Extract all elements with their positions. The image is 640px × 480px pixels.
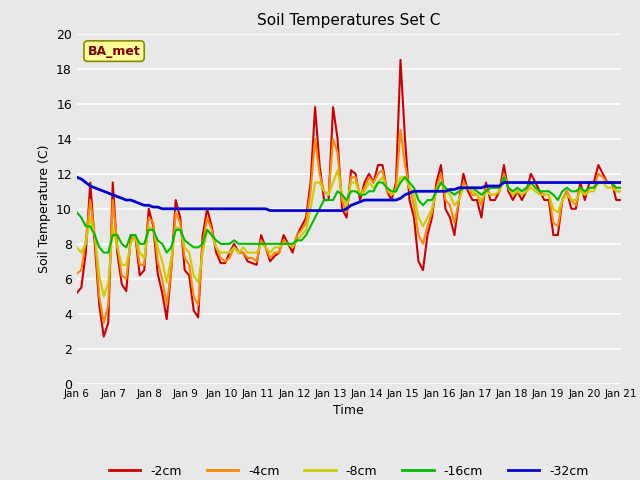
Text: BA_met: BA_met: [88, 45, 140, 58]
X-axis label: Time: Time: [333, 405, 364, 418]
Legend: -2cm, -4cm, -8cm, -16cm, -32cm: -2cm, -4cm, -8cm, -16cm, -32cm: [104, 460, 594, 480]
Y-axis label: Soil Temperature (C): Soil Temperature (C): [38, 144, 51, 273]
Title: Soil Temperatures Set C: Soil Temperatures Set C: [257, 13, 440, 28]
